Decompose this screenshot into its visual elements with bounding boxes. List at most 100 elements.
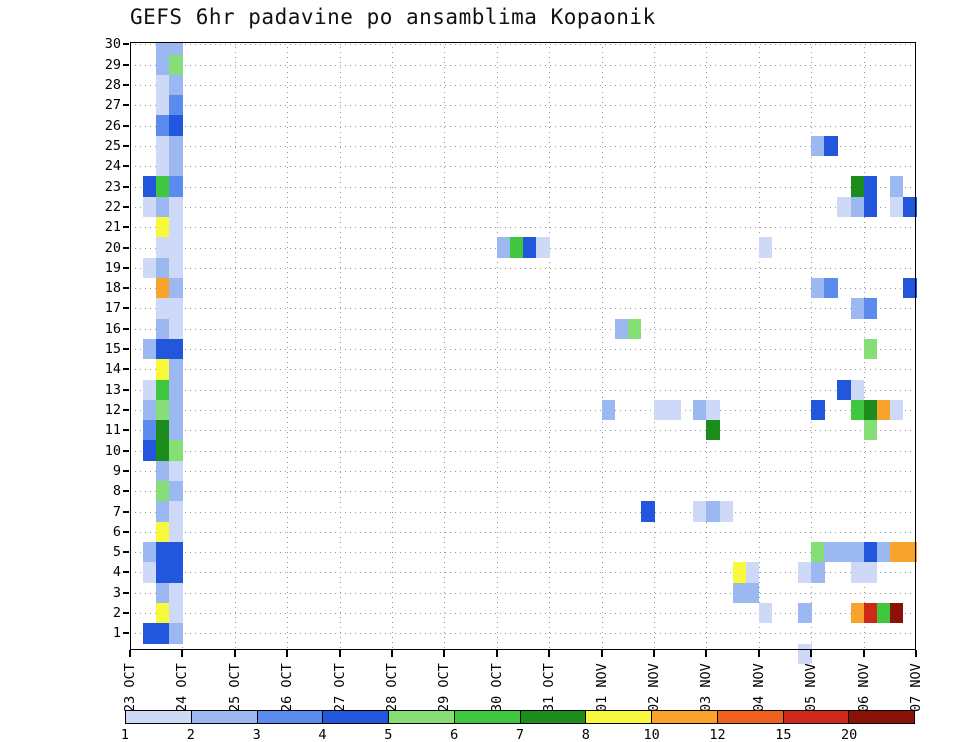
colorbar-tick-label: 12 [709,727,726,742]
precip-cell [169,217,183,238]
precip-cell [601,399,616,421]
precip-cell [169,318,183,339]
colorbar-segment [389,711,455,723]
precip-cell [745,582,760,603]
y-axis-label: 1 [112,625,121,642]
precip-cell [169,399,183,421]
gridline-horizontal [130,430,916,432]
colorbar-segment [586,711,652,723]
precip-cell [143,379,157,400]
y-axis-tick [123,246,129,249]
precip-cell [156,582,170,603]
y-axis-label: 29 [104,56,121,73]
gridline-horizontal [130,166,916,168]
y-axis-tick [123,571,129,574]
precip-cell [169,54,183,75]
precip-cell [156,379,170,400]
precip-cell [614,318,629,339]
precip-cell [863,562,878,583]
precip-cell [640,501,655,522]
precip-cell [156,318,170,339]
y-axis-tick [123,124,129,127]
y-axis-label: 7 [112,503,121,520]
precip-cell [902,196,917,218]
precip-cell [811,277,825,299]
y-axis-tick [123,144,129,147]
precip-cell [156,115,170,136]
precip-cell [156,176,170,197]
precip-cell [811,135,825,157]
precip-cell [902,542,917,563]
y-axis-label: 27 [104,97,121,114]
y-axis-tick [123,632,129,635]
precip-cell [156,542,170,563]
x-axis-label: 06 NOV [855,663,872,712]
precip-cell [706,399,721,421]
y-axis-tick [123,530,129,533]
colorbar-segment [191,711,258,723]
precip-cell [169,379,183,400]
precip-cell [169,196,183,218]
x-axis-tick [600,650,603,657]
precip-cell [156,501,170,522]
x-axis-label: 03 NOV [698,663,715,712]
precip-cell [156,277,170,299]
precip-cell [169,521,183,542]
precip-cell [169,257,183,278]
colorbar-tick-label: 8 [581,727,590,742]
precip-cell [811,399,825,421]
precip-cell [536,237,550,258]
gridline-horizontal [130,105,916,107]
colorbar-tick-label: 10 [643,727,660,742]
precip-cell [509,237,524,258]
colorbar [125,710,915,724]
y-axis-tick [123,490,129,493]
gridline-horizontal [130,145,916,147]
precip-cell [523,237,537,258]
precip-cell [850,562,865,583]
precip-cell [863,196,878,218]
y-axis-label: 4 [112,564,121,581]
precip-cell [876,602,891,624]
x-axis-tick [443,650,446,657]
x-axis-label: 30 OCT [488,663,505,712]
precip-cell [156,135,170,157]
y-axis-tick [123,266,129,269]
colorbar-segment [126,711,192,723]
y-axis-label: 28 [104,77,121,94]
precip-cell [156,217,170,238]
colorbar-segment [323,711,389,723]
y-axis-tick [123,429,129,432]
plot-frame [130,42,916,650]
gridline-vertical [496,42,498,650]
precip-cell [824,277,838,299]
precip-cell [169,602,183,624]
precip-cell [798,562,812,583]
y-axis-label: 30 [104,36,121,53]
gridline-vertical [234,42,236,650]
gridline-horizontal [130,511,916,513]
precip-cell [824,542,838,563]
y-axis-tick [123,84,129,87]
y-axis-label: 15 [104,341,121,358]
precip-cell [850,542,865,563]
y-axis-label: 5 [112,544,121,561]
precip-cell [169,156,183,177]
precip-cell [863,338,878,360]
gridline-horizontal [130,64,916,66]
precip-cell [876,542,891,563]
x-axis-tick [391,650,393,657]
precip-cell [156,623,170,644]
gridline-vertical [549,42,551,650]
precip-cell [169,74,183,96]
x-axis-tick [757,650,760,657]
x-axis-tick [338,650,341,657]
gridline-horizontal [130,328,916,330]
colorbar-tick-label: 20 [841,727,858,742]
y-axis-label: 3 [112,584,121,601]
precip-cell [143,338,157,360]
colorbar-segment [783,711,850,723]
gridline-horizontal [130,592,916,594]
x-axis-label: 05 NOV [803,663,820,712]
